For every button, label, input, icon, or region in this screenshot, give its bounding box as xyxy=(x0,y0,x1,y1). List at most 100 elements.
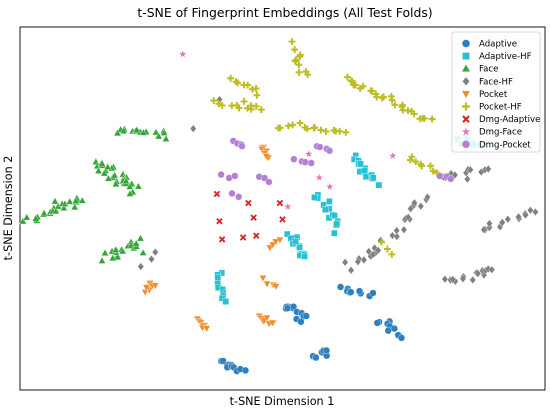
point-face-hf xyxy=(347,266,355,275)
point-dmg-pocket xyxy=(228,189,236,198)
point-adaptive-hf xyxy=(214,274,222,282)
point-pocket-hf xyxy=(344,73,351,81)
point-adaptive-hf xyxy=(331,229,338,237)
point-pocket-hf xyxy=(356,85,364,92)
point-face-hf xyxy=(464,174,471,184)
legend-label-adaptive: Adaptive xyxy=(479,40,517,50)
point-adaptive xyxy=(312,353,320,362)
point-pocket-hf xyxy=(350,81,358,89)
point-adaptive-hf xyxy=(311,194,318,201)
point-dmg-adaptive xyxy=(250,214,257,221)
point-adaptive xyxy=(384,327,392,335)
point-pocket-hf xyxy=(380,93,387,101)
point-pocket xyxy=(142,284,151,292)
point-face xyxy=(160,128,169,136)
point-adaptive-hf xyxy=(283,230,291,238)
point-dmg-face xyxy=(305,150,313,158)
point-face-hf xyxy=(341,258,349,267)
series-dmg-adaptive xyxy=(213,190,286,243)
point-face-hf xyxy=(515,212,522,221)
point-pocket xyxy=(262,314,271,322)
point-pocket-hf xyxy=(408,153,416,161)
legend-label-face: Face xyxy=(479,65,498,75)
point-pocket-hf xyxy=(234,79,242,87)
point-face xyxy=(122,177,130,185)
point-pocket-hf xyxy=(378,238,386,246)
point-pocket xyxy=(259,275,267,283)
legend-label-pocket: Pocket xyxy=(479,90,508,100)
point-pocket-hf xyxy=(384,245,391,253)
point-pocket xyxy=(272,283,280,291)
point-adaptive-hf xyxy=(369,174,377,182)
point-dmg-face xyxy=(179,50,187,58)
point-face xyxy=(111,245,120,253)
point-adaptive xyxy=(297,318,305,326)
point-face-hf xyxy=(504,215,512,224)
point-face xyxy=(51,197,59,205)
point-dmg-pocket xyxy=(290,155,298,163)
series-pocket-hf xyxy=(210,38,441,258)
legend-label-dmg-pocket: Dmg-Pocket xyxy=(479,140,531,150)
point-face-hf xyxy=(484,164,492,174)
point-face-hf xyxy=(486,219,493,228)
point-adaptive xyxy=(302,312,310,320)
point-pocket-hf xyxy=(244,104,251,112)
legend-marker-face xyxy=(461,63,471,72)
point-dmg-face xyxy=(284,202,292,210)
point-face xyxy=(110,171,119,179)
point-pocket-hf xyxy=(348,77,356,85)
point-face-hf xyxy=(474,269,482,278)
point-dmg-face xyxy=(389,152,397,159)
point-face-hf xyxy=(137,262,145,271)
point-face-hf xyxy=(467,165,474,174)
point-pocket xyxy=(202,325,211,333)
point-face xyxy=(113,129,122,137)
point-face-hf xyxy=(449,275,457,284)
point-pocket xyxy=(276,236,284,244)
point-adaptive-hf xyxy=(322,206,329,213)
point-face-hf xyxy=(151,248,159,257)
point-pocket-hf xyxy=(418,162,426,170)
point-face xyxy=(108,254,117,262)
point-face-hf xyxy=(459,274,467,283)
point-adaptive-hf xyxy=(375,181,383,189)
points-layer xyxy=(19,38,539,375)
point-face-hf xyxy=(369,250,377,259)
legend-marker-dmg-face xyxy=(461,127,471,136)
point-face xyxy=(78,196,87,204)
point-face xyxy=(70,203,79,211)
point-face xyxy=(132,239,141,247)
point-adaptive xyxy=(369,289,377,297)
point-pocket-hf xyxy=(235,104,243,112)
point-pocket-hf xyxy=(420,114,428,122)
point-face-hf xyxy=(354,257,362,266)
point-face-hf xyxy=(404,213,412,222)
point-dmg-pocket xyxy=(217,171,225,179)
point-dmg-adaptive xyxy=(276,199,284,207)
point-pocket xyxy=(262,153,271,161)
point-face xyxy=(101,248,109,256)
point-pocket xyxy=(268,319,277,327)
point-pocket-hf xyxy=(387,92,395,100)
x-axis-label: t-SNE Dimension 1 xyxy=(230,395,335,408)
point-face xyxy=(104,174,113,182)
point-pocket-hf xyxy=(276,124,284,132)
point-pocket-hf xyxy=(291,46,298,54)
point-pocket-hf xyxy=(296,119,304,127)
point-face xyxy=(112,180,120,188)
point-face-hf xyxy=(148,254,155,264)
point-dmg-adaptive xyxy=(213,190,221,198)
point-pocket-hf xyxy=(336,127,344,135)
point-face xyxy=(98,256,106,264)
point-dmg-pocket xyxy=(316,143,324,151)
point-face-hf xyxy=(469,275,477,285)
point-pocket xyxy=(268,241,277,249)
point-dmg-adaptive xyxy=(245,199,252,207)
point-adaptive-hf xyxy=(222,298,229,305)
point-pocket-hf xyxy=(218,102,226,109)
point-face-hf xyxy=(424,193,431,202)
point-pocket-hf xyxy=(304,71,312,79)
point-adaptive xyxy=(241,366,250,375)
point-face xyxy=(72,196,80,204)
